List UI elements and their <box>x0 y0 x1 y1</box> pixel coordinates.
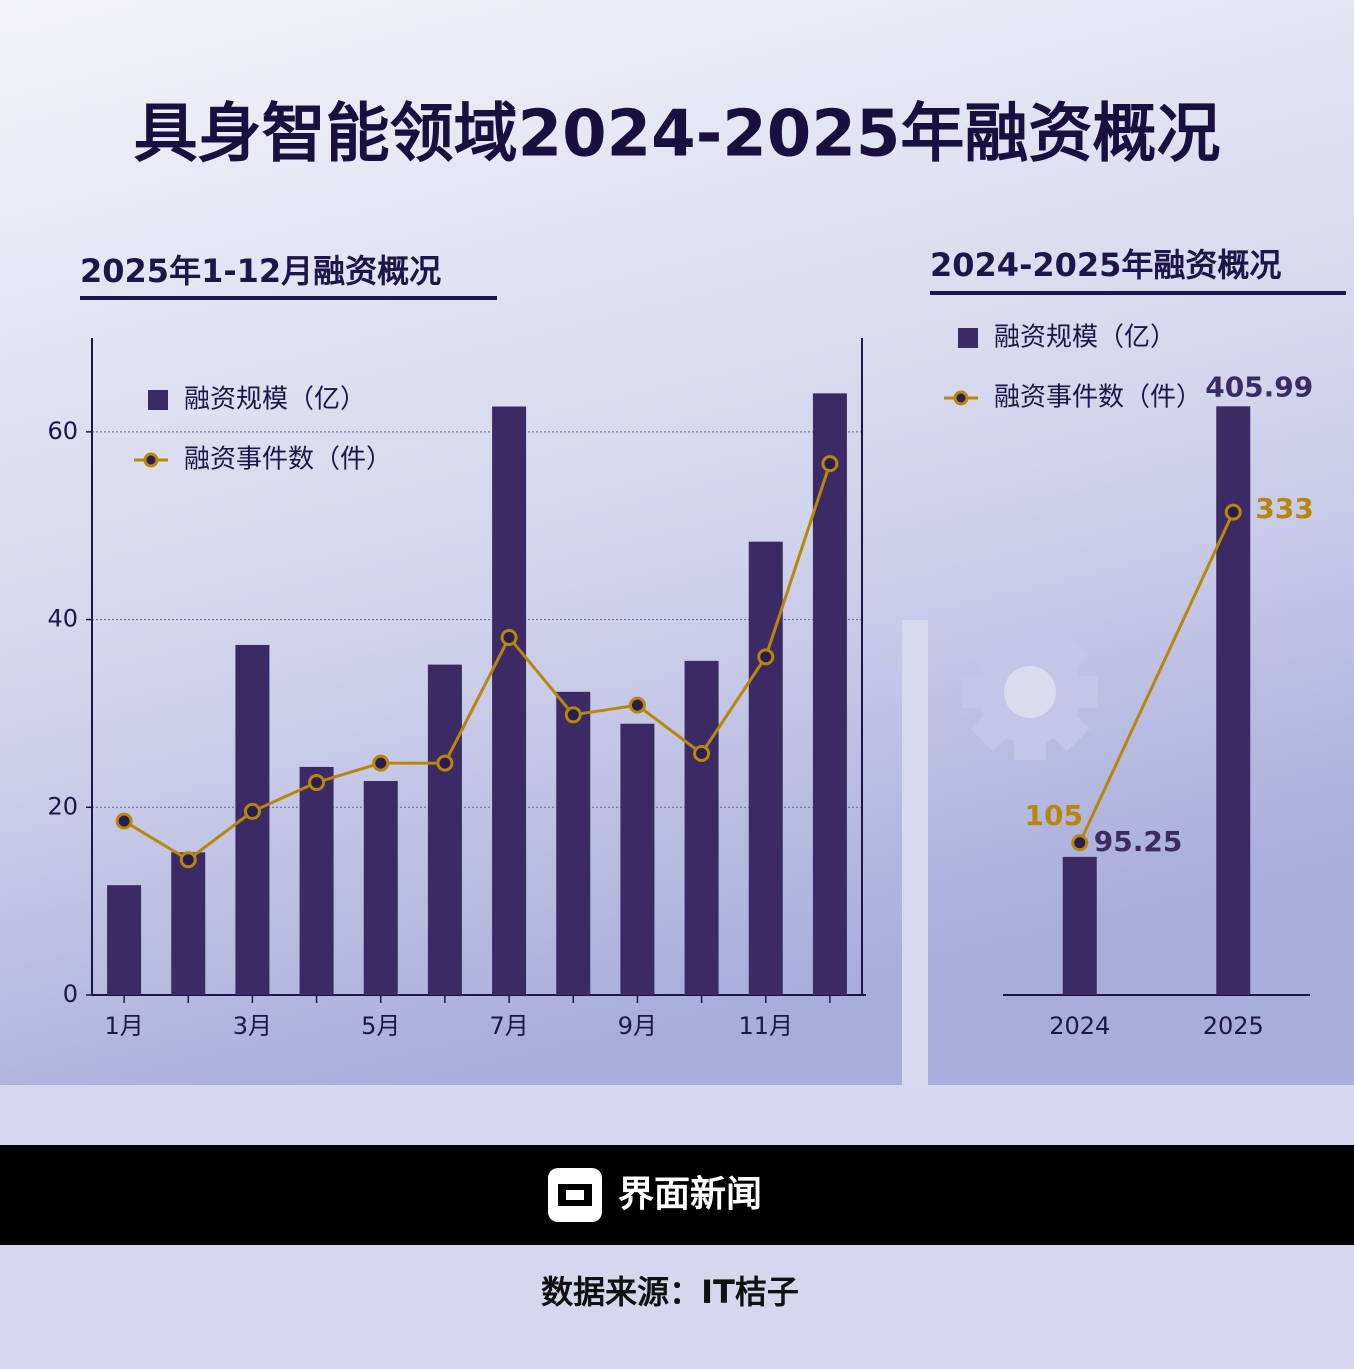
bar <box>620 723 655 995</box>
x-tick-label: 7月 <box>489 1012 528 1040</box>
line-marker <box>757 648 775 666</box>
brand-name: 界面新闻 <box>618 1174 762 1215</box>
legend-marker <box>143 452 159 468</box>
legend-swatch <box>958 328 978 348</box>
data-label: 405.99 <box>1205 370 1313 403</box>
line-marker <box>500 629 518 647</box>
line-marker <box>308 773 326 791</box>
x-tick-label: 5月 <box>361 1012 400 1040</box>
main-title: 具身智能领域2024-2025年融资概况 <box>134 98 1221 172</box>
bar <box>107 885 142 995</box>
line-marker <box>1224 503 1242 521</box>
legend-label: 融资规模（亿） <box>994 323 1176 353</box>
x-tick-label: 2025 <box>1203 1012 1264 1040</box>
bar <box>1062 856 1097 995</box>
chart-title: 2025年1-12月融资概况 <box>80 252 441 290</box>
legend-label: 融资事件数（件） <box>184 445 392 475</box>
line-marker <box>693 744 711 762</box>
bar <box>748 541 783 995</box>
bar <box>812 393 847 995</box>
legend-label: 融资事件数（件） <box>994 383 1202 413</box>
source-note: 数据来源：IT桔子 <box>541 1273 799 1311</box>
line-marker <box>115 812 133 830</box>
legend-marker <box>953 390 969 406</box>
gear-icon <box>962 624 1098 760</box>
line-marker <box>564 706 582 724</box>
bar <box>171 852 206 995</box>
x-tick-label: 2024 <box>1049 1012 1110 1040</box>
data-label: 333 <box>1255 492 1313 525</box>
line-marker <box>436 754 454 772</box>
line-marker <box>372 754 390 772</box>
x-tick-label: 3月 <box>233 1012 272 1040</box>
data-label: 95.25 <box>1094 825 1183 858</box>
line <box>123 463 832 862</box>
bar <box>427 664 462 995</box>
line-marker <box>1071 834 1089 852</box>
chart-title: 2024-2025年融资概况 <box>930 246 1281 284</box>
x-tick-label: 1月 <box>104 1012 143 1040</box>
y-tick-label: 20 <box>47 792 78 820</box>
x-tick-label: 9月 <box>618 1012 657 1040</box>
bar <box>492 406 527 995</box>
brand-logo-mark <box>558 1184 592 1206</box>
panel <box>0 0 1354 1085</box>
bar <box>299 766 334 995</box>
brand-bar <box>0 1145 1354 1245</box>
legend-swatch <box>148 390 168 410</box>
bar <box>556 691 591 995</box>
panel-gap <box>902 620 928 1085</box>
bar <box>684 660 719 995</box>
legend-label: 融资规模（亿） <box>184 385 366 415</box>
y-tick-label: 40 <box>47 605 78 633</box>
brand-logo <box>548 1168 602 1222</box>
y-tick-label: 0 <box>63 980 78 1008</box>
line-marker <box>243 802 261 820</box>
line-marker <box>821 455 839 473</box>
y-tick-label: 60 <box>47 417 78 445</box>
x-tick-label: 11月 <box>738 1012 793 1040</box>
data-label: 105 <box>1025 799 1083 832</box>
line-marker <box>179 851 197 869</box>
bar <box>363 781 398 995</box>
bar <box>1216 406 1251 995</box>
line <box>1078 511 1235 844</box>
line-marker <box>628 696 646 714</box>
